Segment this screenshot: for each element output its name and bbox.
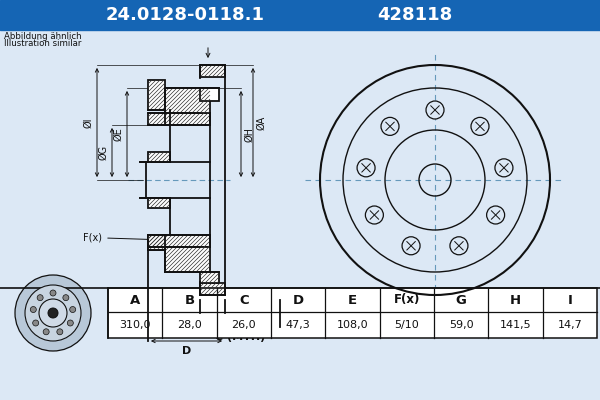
Text: 28,0: 28,0	[177, 320, 202, 330]
Text: A: A	[130, 294, 140, 306]
Text: 14,7: 14,7	[557, 320, 582, 330]
Bar	[0, 0, 600, 30]
Bar	[200, 283, 225, 295]
Text: E: E	[348, 294, 357, 306]
Circle shape	[48, 308, 58, 318]
Text: Illustration similar: Illustration similar	[4, 39, 82, 48]
Text: H: H	[510, 294, 521, 306]
Circle shape	[25, 285, 81, 341]
Text: C: C	[239, 294, 248, 306]
Bar	[148, 113, 210, 125]
Bar	[165, 247, 210, 272]
Text: ØI: ØI	[83, 117, 93, 128]
Circle shape	[381, 117, 399, 135]
Text: Abbildung ähnlich: Abbildung ähnlich	[4, 32, 82, 41]
Text: C (MTH): C (MTH)	[215, 332, 265, 342]
Text: 108,0: 108,0	[337, 320, 368, 330]
Text: 59,0: 59,0	[449, 320, 473, 330]
Bar	[200, 88, 219, 101]
Circle shape	[50, 290, 56, 296]
Bar	[148, 152, 170, 162]
Text: 428118: 428118	[377, 6, 452, 24]
Circle shape	[67, 320, 73, 326]
Text: 47,3: 47,3	[286, 320, 311, 330]
Circle shape	[357, 159, 375, 177]
Circle shape	[32, 320, 38, 326]
Circle shape	[426, 101, 444, 119]
Text: B: B	[208, 318, 217, 328]
Bar	[200, 65, 225, 77]
Text: 5/10: 5/10	[394, 320, 419, 330]
Text: ØA: ØA	[256, 115, 266, 130]
Circle shape	[15, 275, 91, 351]
Bar	[200, 272, 219, 283]
Text: B: B	[184, 294, 194, 306]
Circle shape	[402, 237, 420, 255]
Circle shape	[471, 117, 489, 135]
Bar	[148, 80, 165, 110]
Text: D: D	[182, 346, 191, 356]
Circle shape	[39, 299, 67, 327]
Circle shape	[450, 237, 468, 255]
Bar	[165, 88, 210, 113]
Circle shape	[31, 306, 37, 312]
Bar	[148, 235, 165, 250]
Text: D: D	[293, 294, 304, 306]
Circle shape	[487, 206, 505, 224]
Circle shape	[495, 159, 513, 177]
Circle shape	[43, 329, 49, 335]
Circle shape	[365, 206, 383, 224]
Circle shape	[70, 306, 76, 312]
Text: G: G	[456, 294, 467, 306]
Text: ØE: ØE	[113, 127, 123, 141]
Bar	[108, 288, 597, 338]
Bar	[148, 198, 170, 208]
Text: 24.0128-0118.1: 24.0128-0118.1	[106, 6, 265, 24]
Text: F(x): F(x)	[83, 233, 103, 243]
Text: ØH: ØH	[244, 126, 254, 142]
Text: 141,5: 141,5	[500, 320, 532, 330]
Text: F(x): F(x)	[394, 294, 420, 306]
Text: ØG: ØG	[98, 145, 108, 160]
Text: 310,0: 310,0	[119, 320, 151, 330]
Circle shape	[37, 295, 43, 301]
Circle shape	[57, 329, 63, 335]
Bar	[148, 235, 210, 247]
Circle shape	[63, 295, 69, 301]
Text: I: I	[568, 294, 572, 306]
Text: 26,0: 26,0	[232, 320, 256, 330]
